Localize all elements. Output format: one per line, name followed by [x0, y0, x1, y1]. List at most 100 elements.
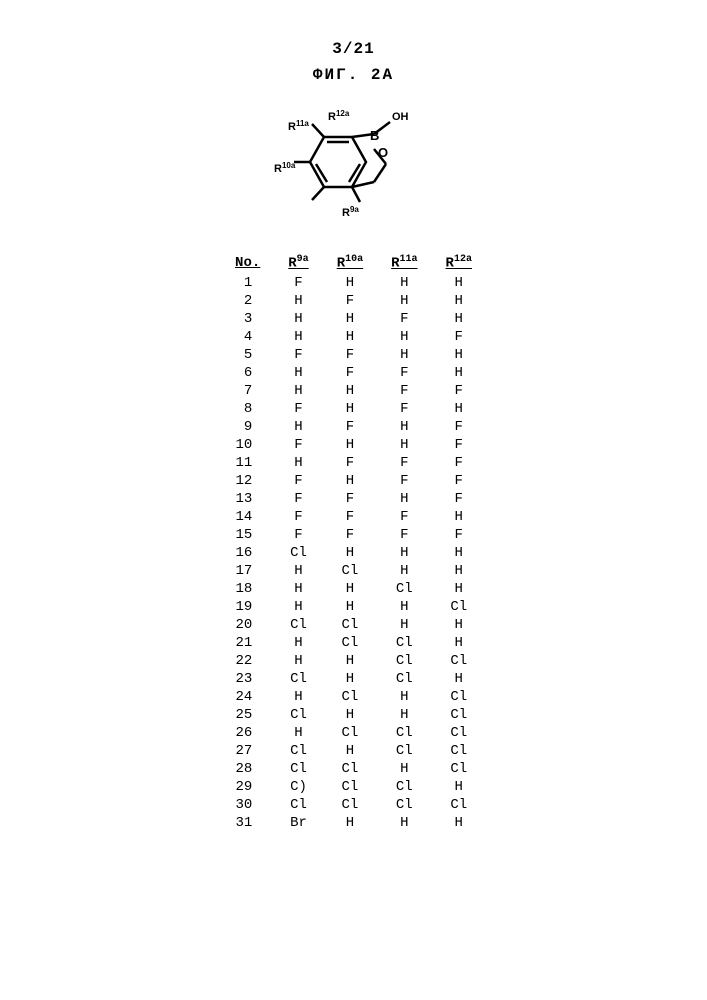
svg-text:O: O [378, 145, 388, 160]
cell-r10: Cl [323, 562, 377, 580]
cell-r12: H [432, 634, 486, 652]
cell-r10: Cl [323, 760, 377, 778]
cell-r10: Cl [323, 724, 377, 742]
cell-r11: Cl [377, 778, 431, 796]
cell-no: 25 [221, 706, 274, 724]
cell-r12: Cl [432, 688, 486, 706]
cell-r11: F [377, 364, 431, 382]
cell-no: 18 [221, 580, 274, 598]
cell-r10: Cl [323, 796, 377, 814]
cell-r9: H [274, 364, 322, 382]
cell-r11: H [377, 274, 431, 292]
table-row: 18HHClH [221, 580, 486, 598]
cell-r10: H [323, 436, 377, 454]
cell-r12: Cl [432, 706, 486, 724]
cell-r11: Cl [377, 796, 431, 814]
page-number: 3/21 [0, 40, 707, 58]
svg-text:R12a: R12a [328, 109, 350, 123]
cell-r9: Cl [274, 706, 322, 724]
cell-r12: H [432, 310, 486, 328]
table-row: 28ClClHCl [221, 760, 486, 778]
cell-no: 16 [221, 544, 274, 562]
cell-r12: F [432, 436, 486, 454]
table-row: 4HHHF [221, 328, 486, 346]
table-row: 7HHFF [221, 382, 486, 400]
cell-r9: F [274, 472, 322, 490]
substituent-table: No. R9a R10a R11a R12a 1FHHH2HFHH3HHFH4H… [221, 252, 486, 832]
cell-r9: H [274, 310, 322, 328]
cell-r12: Cl [432, 652, 486, 670]
cell-no: 31 [221, 814, 274, 832]
cell-r11: H [377, 292, 431, 310]
table-row: 14FFFH [221, 508, 486, 526]
cell-r9: H [274, 328, 322, 346]
cell-r12: H [432, 364, 486, 382]
cell-r11: Cl [377, 580, 431, 598]
cell-r11: H [377, 562, 431, 580]
cell-no: 26 [221, 724, 274, 742]
table-row: 11HFFF [221, 454, 486, 472]
table-row: 3HHFH [221, 310, 486, 328]
cell-r9: H [274, 580, 322, 598]
col-r12: R12a [432, 252, 486, 274]
cell-r9: Br [274, 814, 322, 832]
cell-r9: C) [274, 778, 322, 796]
svg-text:OH: OH [392, 111, 409, 123]
cell-r9: H [274, 562, 322, 580]
cell-no: 1 [221, 274, 274, 292]
table-row: 8FHFH [221, 400, 486, 418]
cell-r10: Cl [323, 616, 377, 634]
cell-r11: H [377, 598, 431, 616]
cell-r9: Cl [274, 616, 322, 634]
cell-r12: Cl [432, 760, 486, 778]
cell-r12: H [432, 508, 486, 526]
cell-no: 24 [221, 688, 274, 706]
svg-text:R11a: R11a [288, 119, 309, 133]
cell-r12: Cl [432, 742, 486, 760]
cell-r11: H [377, 760, 431, 778]
cell-r10: Cl [323, 634, 377, 652]
table-row: 1FHHH [221, 274, 486, 292]
cell-r9: Cl [274, 670, 322, 688]
chemical-structure: B O OH R12a R11a R10a R9a [0, 102, 707, 232]
cell-r10: H [323, 274, 377, 292]
cell-r10: F [323, 364, 377, 382]
cell-r11: H [377, 814, 431, 832]
cell-no: 30 [221, 796, 274, 814]
table-header-row: No. R9a R10a R11a R12a [221, 252, 486, 274]
table-row: 23ClHClH [221, 670, 486, 688]
cell-r11: H [377, 346, 431, 364]
cell-r10: H [323, 742, 377, 760]
cell-r11: F [377, 508, 431, 526]
table-row: 27ClHClCl [221, 742, 486, 760]
cell-r10: F [323, 508, 377, 526]
cell-r10: F [323, 346, 377, 364]
col-r9: R9a [274, 252, 322, 274]
cell-r10: H [323, 814, 377, 832]
cell-r11: H [377, 436, 431, 454]
cell-r9: Cl [274, 544, 322, 562]
cell-r12: H [432, 670, 486, 688]
cell-no: 2 [221, 292, 274, 310]
cell-r12: H [432, 292, 486, 310]
cell-no: 7 [221, 382, 274, 400]
cell-no: 15 [221, 526, 274, 544]
cell-r10: H [323, 544, 377, 562]
table-row: 13FFHF [221, 490, 486, 508]
table-row: 2HFHH [221, 292, 486, 310]
cell-r10: H [323, 400, 377, 418]
cell-no: 13 [221, 490, 274, 508]
cell-r9: H [274, 652, 322, 670]
cell-r11: Cl [377, 634, 431, 652]
cell-r11: Cl [377, 652, 431, 670]
cell-r11: H [377, 706, 431, 724]
cell-no: 3 [221, 310, 274, 328]
cell-r12: F [432, 382, 486, 400]
cell-r11: Cl [377, 670, 431, 688]
cell-r9: Cl [274, 796, 322, 814]
cell-r11: H [377, 616, 431, 634]
svg-text:B: B [370, 128, 379, 143]
cell-r9: Cl [274, 760, 322, 778]
cell-r10: H [323, 472, 377, 490]
cell-r11: Cl [377, 742, 431, 760]
